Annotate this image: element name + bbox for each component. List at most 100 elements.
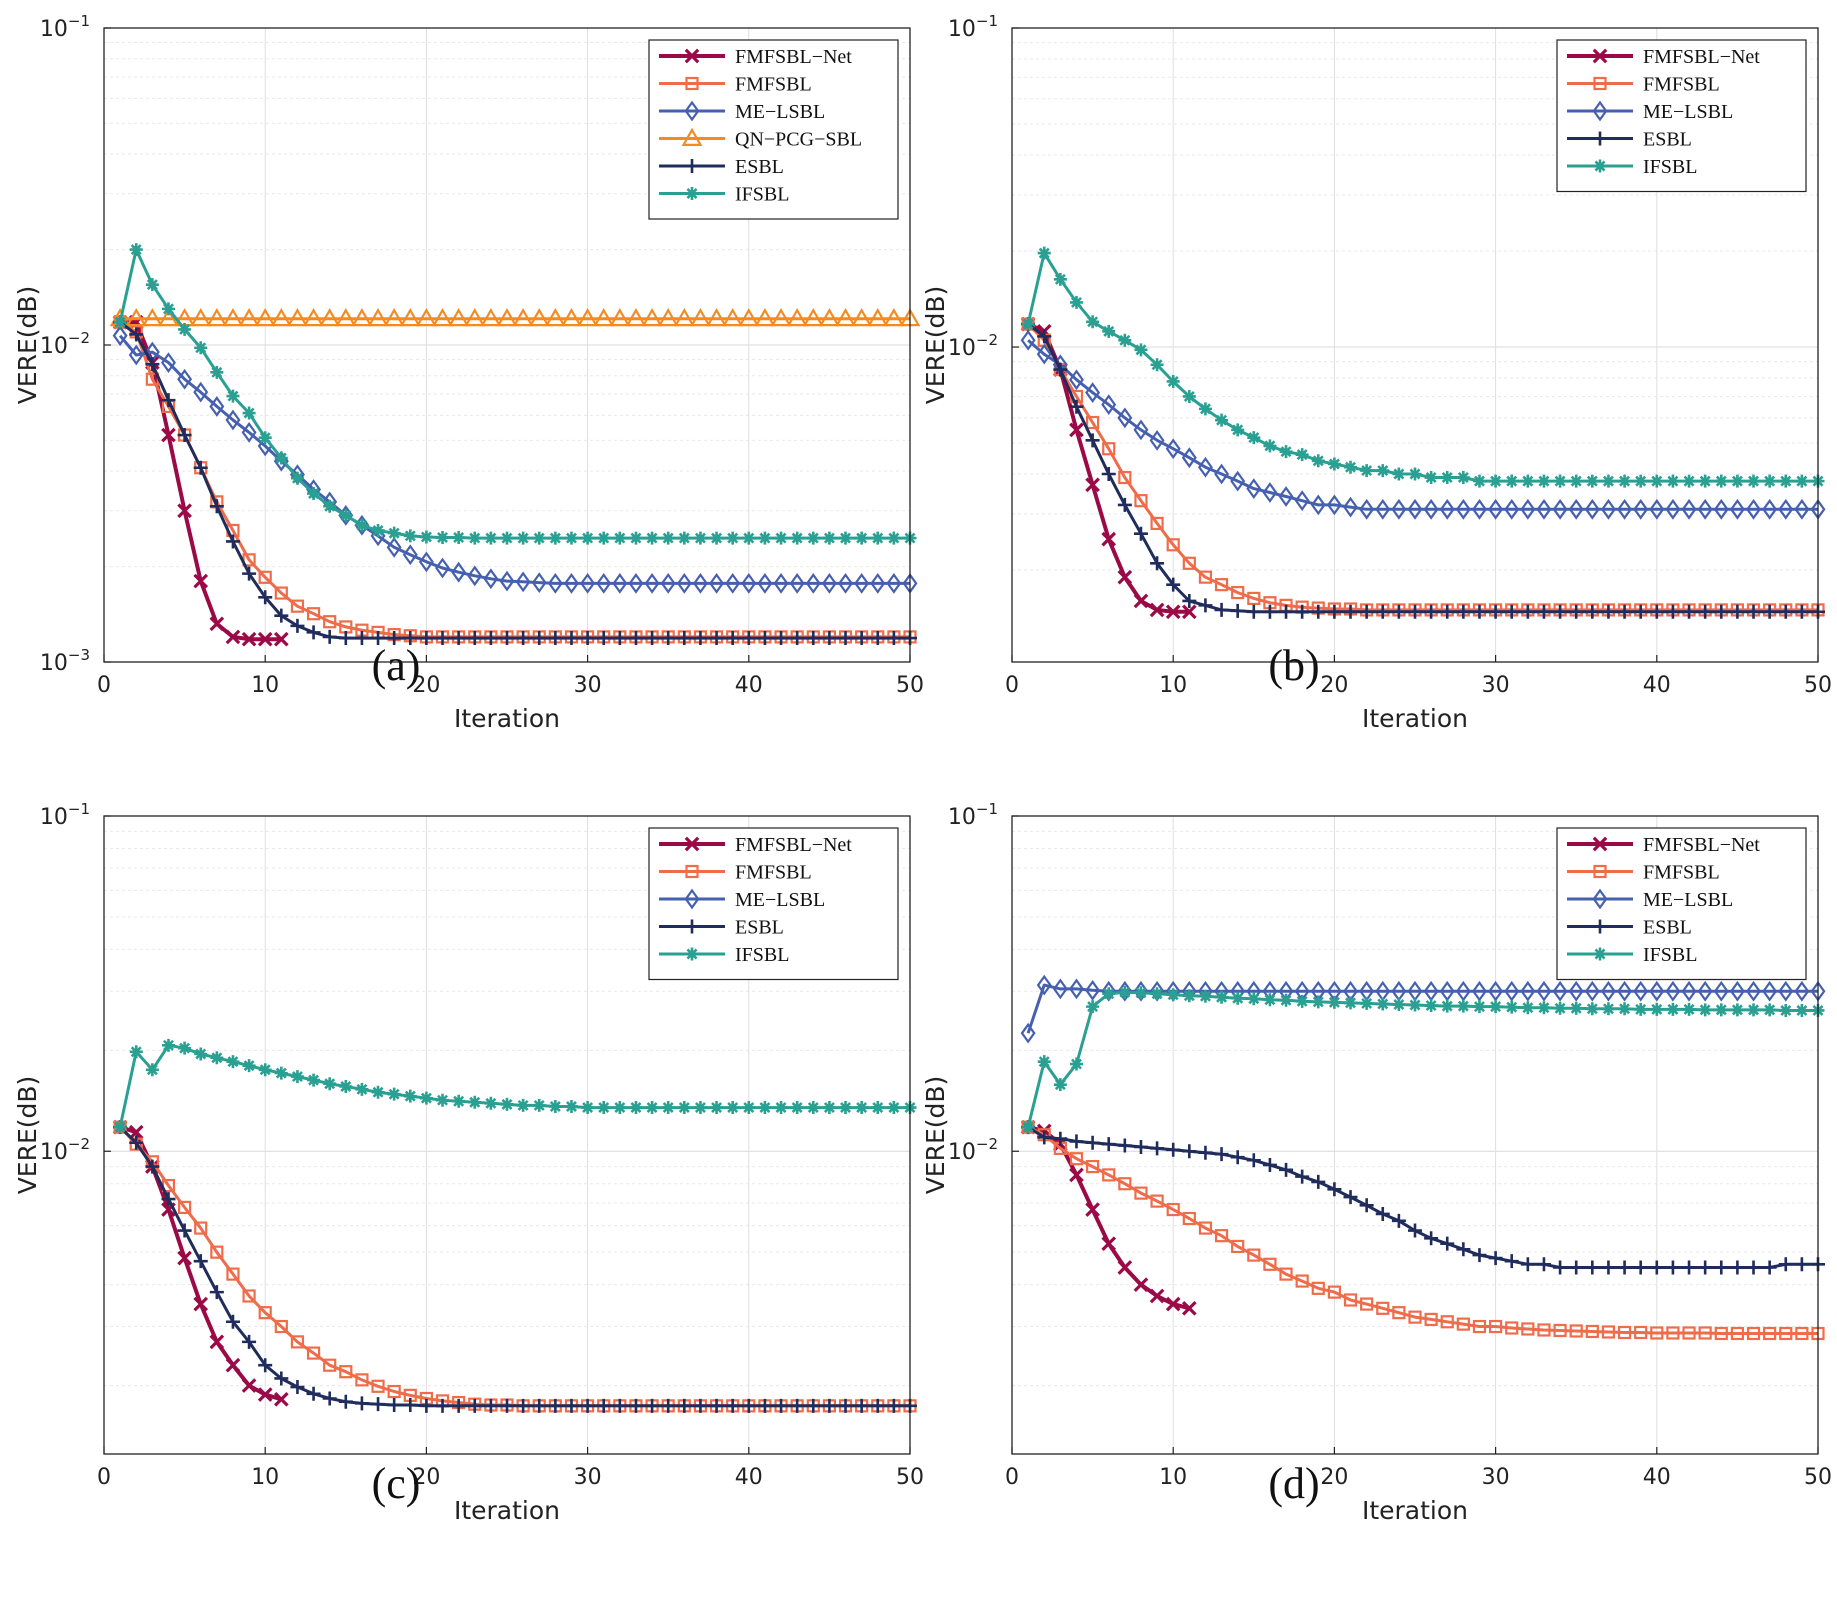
data-point (1262, 482, 1278, 503)
data-point (693, 531, 707, 545)
legend-label: QN−PCG−SBL (735, 129, 862, 151)
data-point (1649, 604, 1664, 619)
legend-entry: ESBL (1567, 129, 1692, 151)
data-point (1391, 1213, 1406, 1228)
data-point (194, 1047, 208, 1061)
data-point (483, 1398, 498, 1413)
data-point (886, 1398, 901, 1413)
data-point (1456, 999, 1470, 1013)
data-point (1714, 1003, 1728, 1017)
data-point (1665, 498, 1681, 520)
data-point (1102, 442, 1116, 456)
data-point (1520, 604, 1535, 619)
data-point (580, 573, 596, 594)
data-point (209, 616, 225, 632)
data-point (1037, 1130, 1052, 1145)
legend-marker (1593, 864, 1607, 879)
data-point (1714, 474, 1728, 488)
data-point (512, 308, 534, 327)
data-point (1279, 993, 1293, 1007)
data-point (822, 531, 836, 545)
x-tick-label: 30 (574, 673, 602, 698)
data-point (500, 1398, 514, 1413)
data-point (496, 308, 518, 327)
data-point (838, 631, 853, 646)
data-point (1343, 496, 1358, 518)
data-point (1343, 1190, 1358, 1205)
data-point (483, 631, 498, 646)
data-point (1633, 604, 1648, 619)
data-point (528, 308, 550, 327)
data-point (887, 1101, 901, 1115)
data-point (435, 1398, 450, 1413)
data-point (644, 573, 660, 594)
data-point (1181, 1300, 1197, 1316)
data-point (821, 573, 837, 594)
data-point (1795, 1003, 1809, 1017)
data-point (113, 315, 127, 329)
data-point (1568, 980, 1584, 1002)
data-point (564, 573, 579, 594)
data-point (822, 631, 837, 646)
data-point (1182, 389, 1196, 403)
data-point (515, 571, 531, 593)
data-point (1682, 1326, 1696, 1340)
legend-entry: ME−LSBL (1567, 888, 1733, 911)
data-point (871, 1101, 885, 1115)
data-point (387, 526, 401, 540)
data-point (307, 1073, 321, 1087)
data-point (1375, 1206, 1390, 1221)
legend-marker (1593, 947, 1607, 961)
data-point (693, 631, 708, 646)
data-point (1262, 604, 1277, 619)
data-point (822, 1398, 837, 1413)
data-point (1069, 369, 1084, 391)
data-point (593, 308, 615, 327)
data-point (1601, 474, 1615, 488)
data-point (1552, 498, 1568, 520)
data-point (242, 1289, 256, 1303)
data-point (1359, 1198, 1374, 1213)
caption-d: (d) (1268, 1459, 1320, 1508)
data-point (274, 608, 289, 623)
data-point (209, 499, 224, 514)
data-point (257, 1387, 273, 1402)
data-point (1536, 604, 1551, 619)
data-point (1376, 997, 1390, 1011)
data-point (225, 1357, 241, 1373)
series-line (118, 334, 910, 585)
data-point (1375, 498, 1391, 520)
data-point (677, 1101, 691, 1115)
legend-marker (1592, 100, 1608, 122)
data-point (1166, 1202, 1180, 1217)
data-point (1359, 498, 1375, 520)
data-point (609, 308, 631, 327)
data-point (1504, 1254, 1519, 1269)
legend-marker (685, 187, 699, 200)
data-point (1069, 1152, 1084, 1166)
data-point (1101, 394, 1117, 416)
data-point (548, 631, 563, 646)
data-point (1343, 1293, 1358, 1307)
data-point (1150, 1194, 1164, 1208)
data-point (613, 531, 627, 545)
data-point (1181, 447, 1197, 469)
data-point (883, 308, 905, 327)
data-point (1488, 1319, 1503, 1334)
data-point (1037, 246, 1051, 260)
data-point (1440, 1236, 1455, 1251)
data-point (673, 308, 695, 327)
data-point (193, 1254, 208, 1269)
data-point (323, 1358, 337, 1372)
data-point (1246, 1153, 1261, 1168)
data-point (612, 1398, 627, 1413)
data-point (726, 531, 740, 545)
data-point (1182, 1211, 1196, 1226)
data-point (1488, 604, 1503, 619)
data-point (1585, 1002, 1599, 1016)
data-point (1585, 604, 1600, 619)
data-point (322, 629, 337, 644)
data-point (1407, 498, 1423, 520)
legend-marker (685, 76, 699, 91)
data-point (1231, 423, 1245, 437)
